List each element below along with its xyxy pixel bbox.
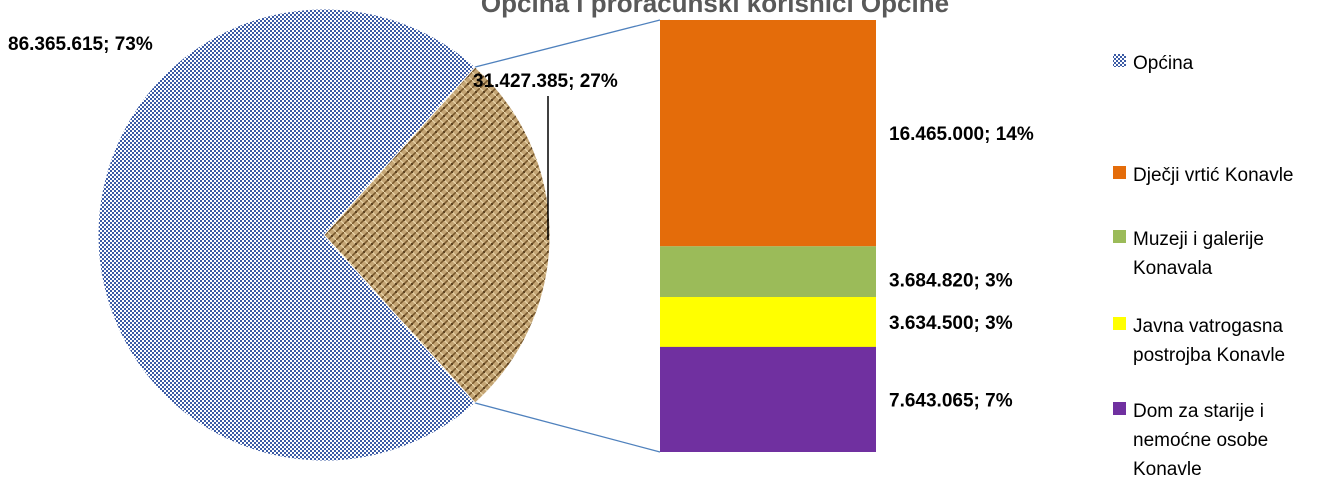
legend-label-5: nemoćne osobe [1133,430,1268,451]
legend-label-3: Muzeji i galerije [1133,229,1264,250]
bar-data-label-4: 7.643.065; 7% [889,391,1013,412]
pie-data-label-2: 31.427.385; 27% [473,71,618,92]
pie-slice-opcina [97,8,476,462]
bar-segment-4 [660,346,876,452]
legend-swatch-3 [1113,230,1126,243]
connector-lines [475,19,661,453]
pie [97,8,551,462]
legend: Općina Dječji vrtić Konavle Muzeji i galer… [1113,53,1294,480]
bar-data-label-2: 3.684.820; 3% [889,271,1013,292]
pie-slice-proracunski-korisnici [323,66,551,404]
legend-swatch-2 [1113,166,1126,179]
legend-label-1: Općina [1133,53,1194,74]
bar-data-label-3: 3.634.500; 3% [889,313,1013,334]
legend-label-3: Konavala [1133,258,1213,279]
legend-swatch-4 [1113,317,1126,330]
pie-data-label-1: 86.365.615; 73% [8,34,153,55]
bar-segment-1 [660,20,876,247]
pie-data-labels: 86.365.615; 73% 31.427.385; 27% [8,34,618,240]
legend-label-4: Javna vatrogasna [1133,316,1283,337]
legend-label-2: Dječji vrtić Konavle [1133,165,1294,186]
legend-label-4: postrojba Konavle [1133,345,1285,366]
chart-title: Općina i proračunski korisnici Općine [481,0,949,18]
legend-label-5: Konavle [1133,459,1202,480]
bar-segment-3 [660,297,876,347]
legend-swatch-5 [1113,402,1126,415]
bar-data-label-1: 16.465.000; 14% [889,124,1034,145]
bar-data-labels: 16.465.000; 14% 3.684.820; 3% 3.634.500; 3… [889,124,1034,411]
connector-line-bottom [475,402,661,453]
connector-line-top [475,19,661,68]
bar-segment-2 [660,246,876,297]
legend-label-5: Dom za starije i [1133,401,1264,422]
stacked-bar [660,20,876,452]
legend-swatch-1 [1113,54,1126,67]
